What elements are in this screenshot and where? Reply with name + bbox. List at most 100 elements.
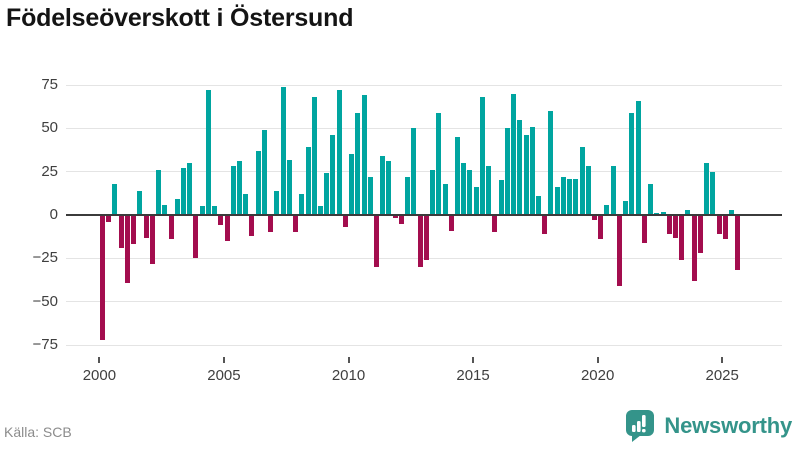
- bar-2012-Q3: [411, 128, 417, 215]
- bar-2017-Q4: [542, 215, 548, 235]
- bar-2001-Q2: [131, 215, 137, 245]
- bar-2010-Q1: [349, 154, 355, 215]
- bar-2002-Q3: [162, 204, 168, 215]
- bar-2024-Q1: [697, 215, 703, 254]
- source-label: Källa: SCB: [4, 424, 72, 440]
- logo-text: Newsworthy: [664, 413, 792, 438]
- bar-2008-Q3: [311, 97, 317, 215]
- bar-2015-Q1: [473, 187, 479, 215]
- bar-2023-Q1: [672, 215, 678, 238]
- gridline-y--75: [66, 344, 782, 346]
- y-axis-label-50: 50: [41, 119, 58, 137]
- y-axis-label--75: −75: [32, 336, 58, 353]
- x-axis-tick-2025: [721, 357, 724, 363]
- bar-2011-Q4: [392, 215, 398, 219]
- bar-2008-Q1: [299, 194, 305, 215]
- x-axis-label-2000: 2000: [82, 367, 117, 384]
- bar-2009-Q4: [342, 215, 348, 228]
- bar-2006-Q1: [249, 215, 255, 236]
- bar-2005-Q2: [230, 166, 236, 215]
- newsworthy-logo: Newsworthy: [624, 409, 792, 443]
- bar-2005-Q1: [224, 215, 230, 241]
- bar-2016-Q3: [511, 93, 517, 215]
- bar-2020-Q2: [604, 204, 610, 215]
- bar-2012-Q4: [417, 215, 423, 267]
- bar-2019-Q3: [585, 166, 591, 215]
- y-axis-label-75: 75: [41, 76, 58, 93]
- bar-2014-Q3: [461, 163, 467, 215]
- bar-2013-Q1: [423, 215, 429, 261]
- y-axis-label-25: 25: [41, 162, 58, 180]
- bar-2019-Q4: [592, 215, 597, 221]
- gridline-y-25: [66, 171, 782, 173]
- bar-2015-Q2: [479, 97, 485, 215]
- bar-2003-Q1: [174, 199, 180, 215]
- x-axis-tick-2000: [98, 357, 101, 363]
- bar-2011-Q2: [380, 156, 386, 215]
- bar-2009-Q3: [336, 90, 342, 215]
- bar-2003-Q2: [180, 168, 186, 215]
- bar-2024-Q2: [704, 163, 710, 215]
- bar-2007-Q2: [280, 86, 286, 215]
- bar-2021-Q1: [623, 201, 629, 215]
- logo-bubble-icon: [624, 409, 656, 443]
- bar-2024-Q4: [716, 215, 722, 235]
- bar-2002-Q1: [149, 215, 155, 264]
- bar-2002-Q4: [168, 215, 174, 240]
- bar-2001-Q1: [124, 215, 130, 283]
- bar-2007-Q1: [274, 190, 280, 215]
- bar-2016-Q1: [498, 180, 504, 215]
- bar-2003-Q3: [187, 163, 193, 215]
- y-axis-label--50: −50: [32, 292, 58, 310]
- bar-2007-Q3: [286, 159, 292, 215]
- bar-2022-Q1: [648, 183, 654, 215]
- x-axis-tick-2020: [596, 357, 599, 363]
- bar-2008-Q4: [317, 206, 323, 215]
- bar-2019-Q1: [573, 178, 579, 215]
- bar-2010-Q3: [361, 95, 367, 215]
- x-axis-tick-2015: [472, 357, 475, 363]
- bar-2015-Q4: [492, 215, 498, 233]
- bar-2017-Q1: [523, 135, 529, 215]
- bar-2021-Q4: [641, 215, 647, 243]
- x-axis-label-2005: 2005: [207, 367, 241, 384]
- bar-2015-Q3: [486, 166, 492, 215]
- bar-2018-Q2: [554, 187, 560, 215]
- bar-2013-Q3: [436, 112, 442, 215]
- bar-2002-Q2: [156, 169, 162, 215]
- bar-2007-Q4: [293, 215, 299, 233]
- bar-2005-Q3: [237, 161, 243, 215]
- bar-2012-Q2: [405, 176, 411, 215]
- bar-2004-Q1: [199, 206, 205, 215]
- bar-2010-Q2: [355, 112, 361, 215]
- bar-2012-Q1: [398, 215, 404, 224]
- x-axis-label-2025: 2025: [705, 367, 739, 384]
- gridline-y-75: [66, 84, 782, 86]
- gridline-y--50: [66, 301, 782, 303]
- bar-2018-Q4: [567, 178, 573, 215]
- bar-2020-Q1: [598, 215, 604, 240]
- bar-2021-Q2: [629, 112, 635, 215]
- bar-2019-Q2: [579, 147, 585, 215]
- bar-2016-Q4: [517, 119, 523, 215]
- bar-2000-Q1: [100, 215, 105, 340]
- page-title: Födelseöverskott i Östersund: [6, 4, 354, 32]
- bar-2000-Q3: [112, 183, 118, 215]
- bar-2005-Q4: [243, 194, 249, 215]
- bar-2011-Q3: [386, 161, 392, 215]
- bar-2018-Q3: [560, 176, 566, 215]
- bar-2025-Q2: [729, 209, 735, 215]
- y-axis-label--25: −25: [32, 249, 58, 267]
- gridline-y-50: [66, 127, 782, 129]
- bar-2004-Q3: [212, 206, 218, 215]
- x-axis-label-2020: 2020: [580, 367, 615, 384]
- x-axis-label-2015: 2015: [456, 367, 490, 384]
- bar-2001-Q4: [143, 215, 149, 238]
- bar-2022-Q4: [666, 215, 672, 235]
- bar-2000-Q2: [106, 215, 112, 222]
- bar-2023-Q2: [679, 215, 685, 261]
- bar-2006-Q3: [261, 130, 267, 215]
- bar-2022-Q3: [660, 211, 666, 215]
- bar-2021-Q3: [635, 100, 641, 215]
